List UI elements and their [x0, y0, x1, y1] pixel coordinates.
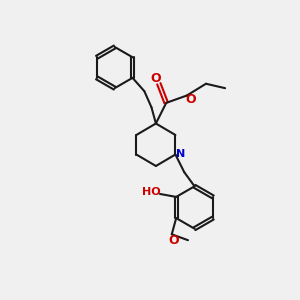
Text: O: O	[150, 72, 160, 85]
Text: N: N	[176, 148, 185, 159]
Text: O: O	[186, 93, 196, 106]
Text: O: O	[168, 234, 178, 247]
Text: HO: HO	[142, 187, 161, 196]
